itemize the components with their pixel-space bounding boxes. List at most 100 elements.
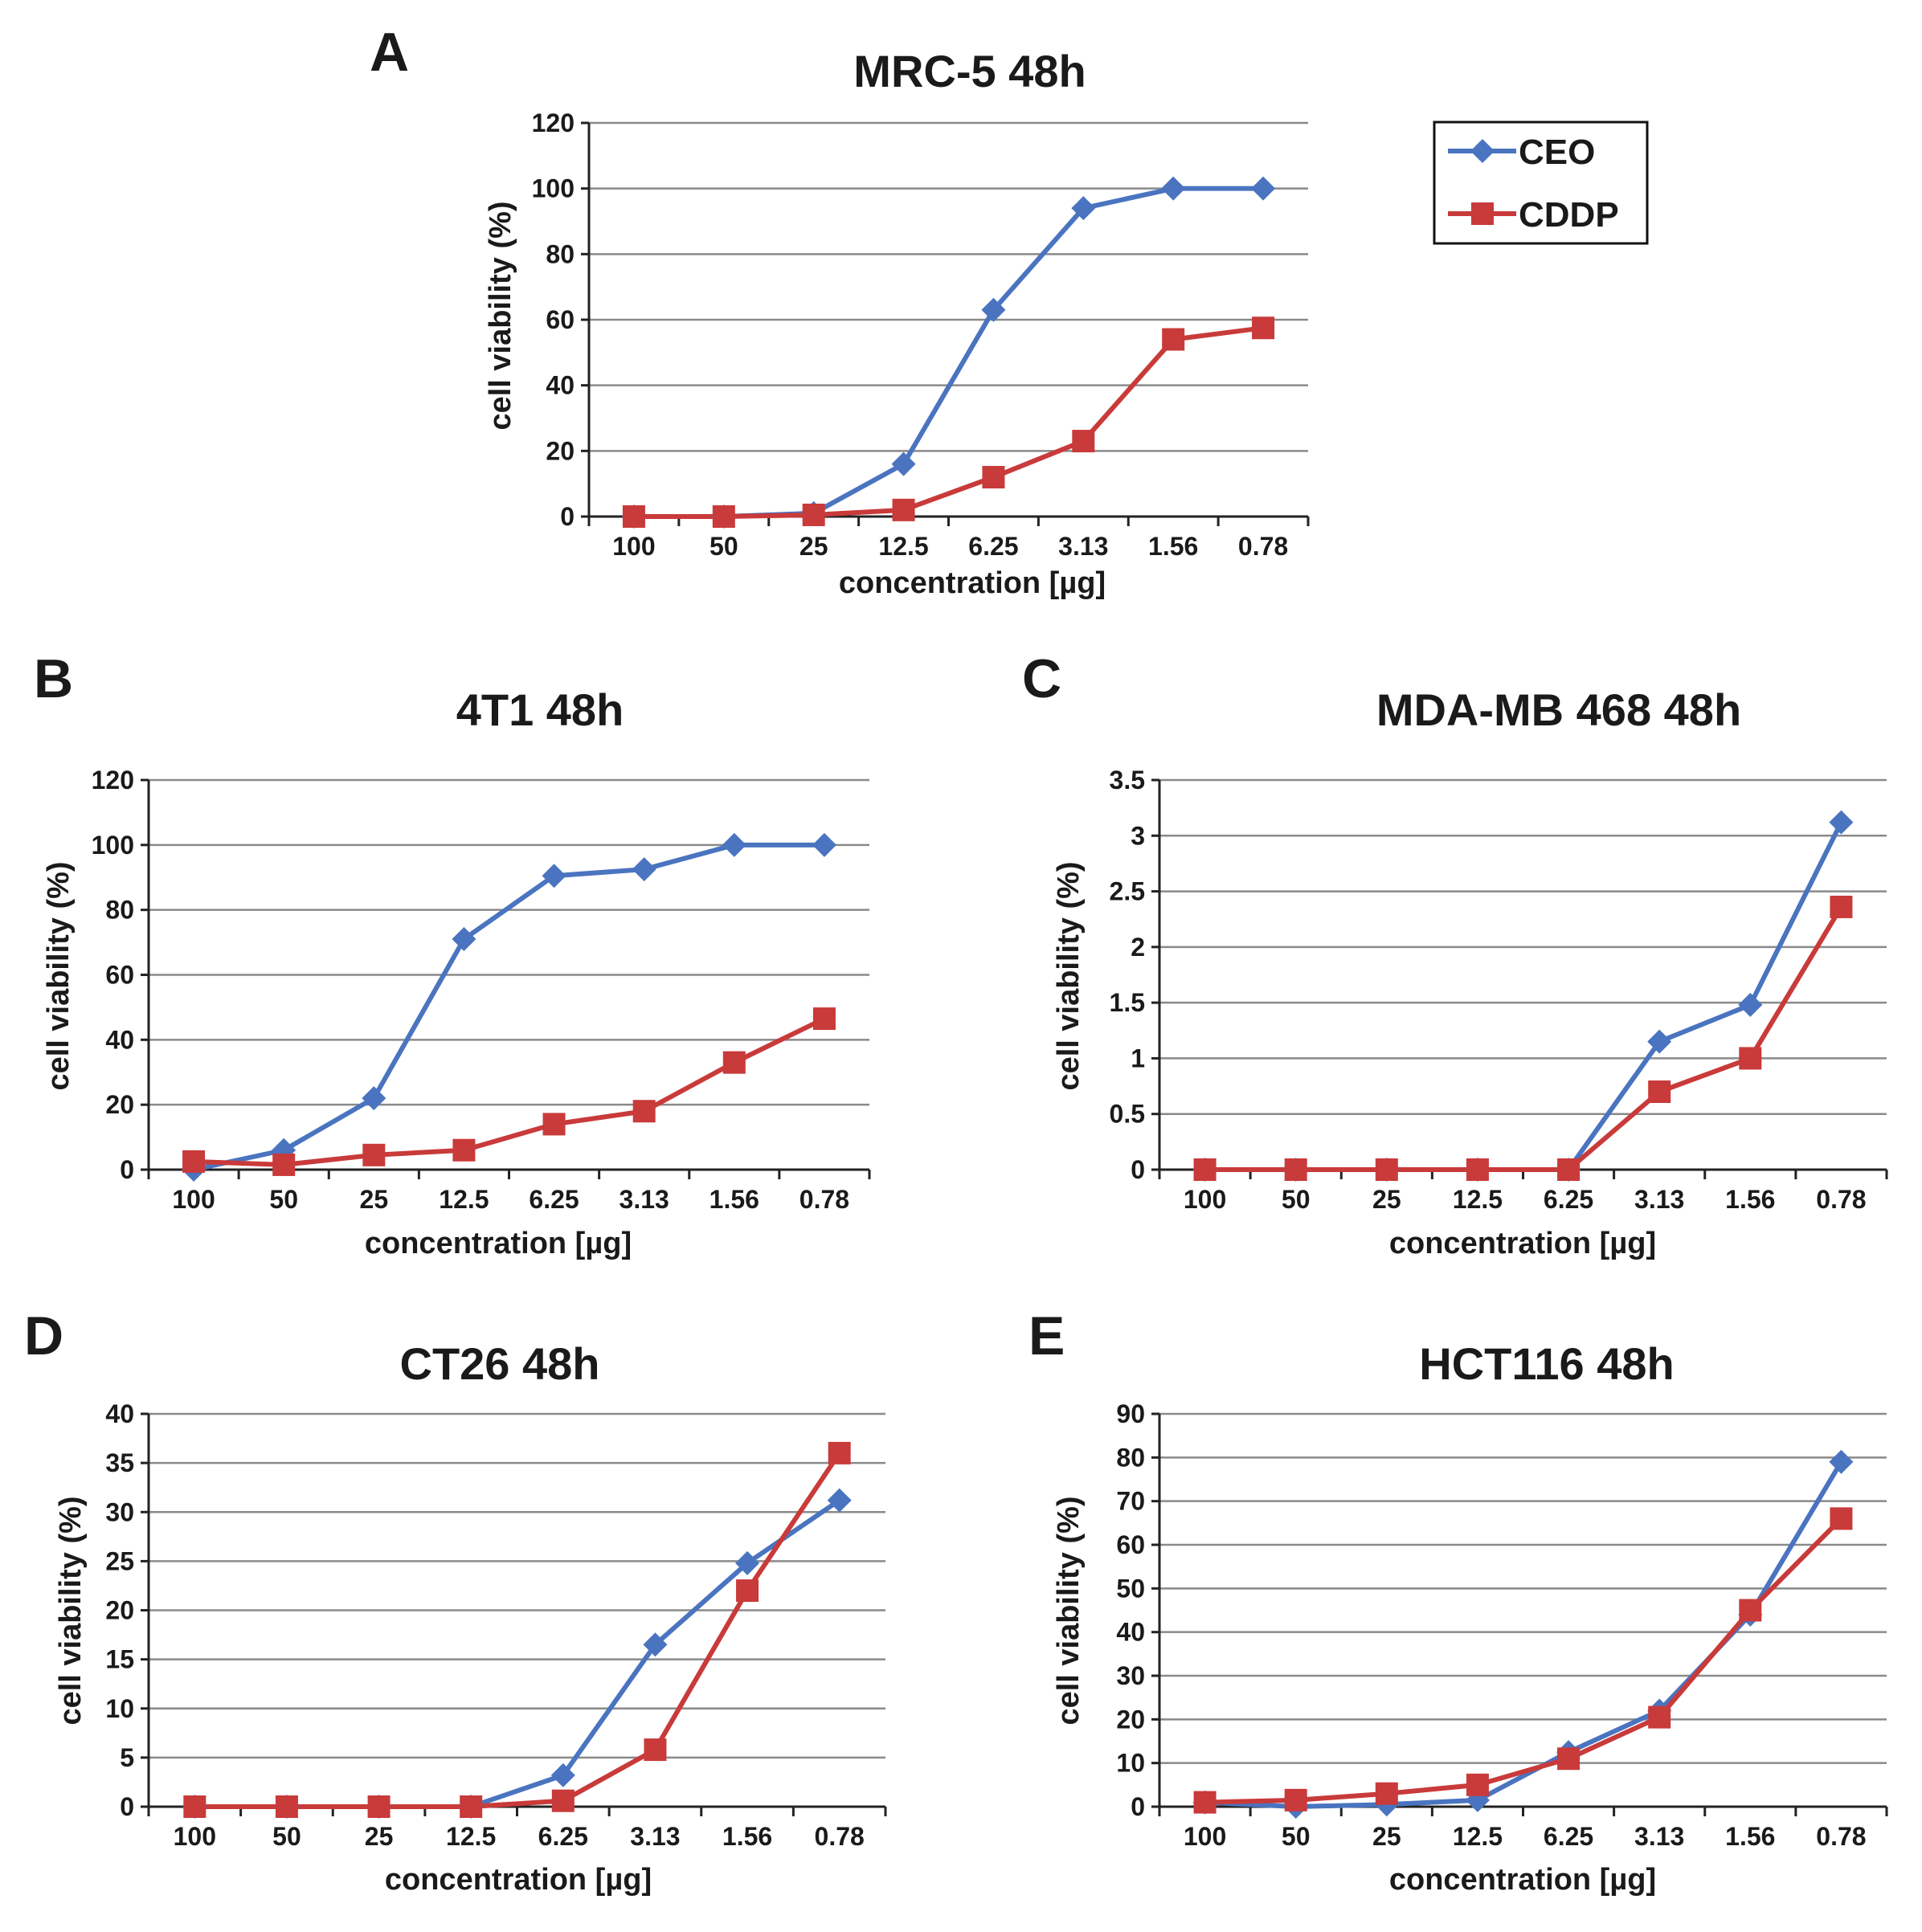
marker-ceo-b bbox=[542, 864, 566, 888]
marker-ceo-b bbox=[812, 832, 836, 857]
y-tick-label-d: 5 bbox=[120, 1743, 134, 1772]
series-line-cddp-e bbox=[1204, 1517, 1843, 1805]
x-tick-label-a: 3.13 bbox=[1058, 532, 1108, 561]
y-axis-label-b: cell viability (%) bbox=[42, 861, 76, 1090]
x-tick-label-c: 100 bbox=[1184, 1185, 1226, 1214]
x-axis-label-e: concentration [µg] bbox=[1389, 1863, 1656, 1897]
marker-ceo-c bbox=[1829, 810, 1854, 835]
x-tick-label-e: 3.13 bbox=[1634, 1822, 1684, 1851]
marker-cddp-b bbox=[722, 1051, 746, 1074]
marker-ceo-a bbox=[981, 297, 1006, 322]
marker-ceo-b bbox=[362, 1086, 386, 1111]
plot-e: 0 10 20 30 40 50 60 70 80 90 100 50 25 12.5 6.25 3.13 1.… bbox=[1116, 1399, 1888, 1851]
y-tick-label-c: 1 bbox=[1131, 1044, 1145, 1072]
y-tick-label-b: 60 bbox=[105, 961, 134, 990]
marker-cddp-d bbox=[367, 1795, 391, 1818]
marker-cddp-c bbox=[1284, 1158, 1307, 1181]
y-tick-label-e: 50 bbox=[1116, 1574, 1145, 1603]
y-tick-label-a: 0 bbox=[560, 502, 575, 531]
legend-label-ceo: CEO bbox=[1519, 133, 1595, 172]
x-tick-label-c: 1.56 bbox=[1725, 1185, 1775, 1214]
marker-ceo-c bbox=[1738, 992, 1763, 1017]
marker-cddp-e bbox=[1648, 1705, 1671, 1729]
marker-cddp-d bbox=[183, 1795, 207, 1818]
x-tick-label-b: 3.13 bbox=[620, 1185, 669, 1214]
y-tick-label-b: 0 bbox=[120, 1155, 134, 1184]
panel-e: E HCT116 48h 0 10 20 30 40 50 60 70 80 90 100 50 25 1… bbox=[1028, 1305, 1888, 1897]
x-tick-label-e: 0.78 bbox=[1816, 1822, 1866, 1851]
marker-cddp-c bbox=[1557, 1158, 1581, 1181]
x-tick-label-a: 25 bbox=[799, 532, 828, 561]
x-tick-label-a: 1.56 bbox=[1148, 532, 1198, 561]
y-tick-label-b: 120 bbox=[92, 766, 134, 794]
y-tick-label-e: 90 bbox=[1116, 1399, 1145, 1428]
x-tick-label-d: 100 bbox=[174, 1822, 216, 1851]
y-tick-label-d: 0 bbox=[120, 1792, 134, 1821]
y-tick-label-c: 0 bbox=[1131, 1155, 1145, 1184]
x-tick-label-d: 1.56 bbox=[722, 1822, 772, 1851]
x-tick-label-c: 25 bbox=[1372, 1185, 1401, 1214]
marker-cddp-b bbox=[362, 1143, 386, 1166]
marker-cddp-e bbox=[1557, 1747, 1581, 1771]
x-tick-label-b: 50 bbox=[269, 1185, 298, 1214]
panel-d: D CT26 48h 0 5 10 15 20 25 30 35 40 100 50 25 12.5 6.… bbox=[24, 1305, 887, 1897]
y-tick-label-d: 25 bbox=[105, 1546, 134, 1575]
marker-cddp-b bbox=[632, 1100, 656, 1123]
x-tick-label-d: 50 bbox=[272, 1822, 301, 1851]
x-axis-label-b: concentration [µg] bbox=[365, 1227, 632, 1260]
series-line-ceo-b bbox=[193, 842, 824, 1172]
legend-label-cddp: CDDP bbox=[1519, 195, 1619, 235]
y-tick-label-c: 1.5 bbox=[1110, 988, 1145, 1017]
y-tick-label-c: 2 bbox=[1131, 933, 1145, 962]
marker-cddp-d bbox=[736, 1579, 759, 1603]
chart-title-a: MRC-5 48h bbox=[853, 46, 1086, 96]
marker-cddp-d bbox=[551, 1789, 575, 1812]
marker-cddp-a bbox=[712, 505, 735, 528]
marker-cddp-a bbox=[1162, 328, 1185, 351]
marker-ceo-a bbox=[1161, 176, 1186, 201]
marker-cddp-b bbox=[812, 1007, 836, 1031]
y-tick-label-e: 70 bbox=[1116, 1487, 1145, 1516]
plot-b: 0 20 40 60 80 100 120 100 50 25 12.5 6.25 3.13 1.56 0.… bbox=[92, 766, 871, 1214]
legend-marker-cddp bbox=[1471, 202, 1494, 225]
panel-letter-c: C bbox=[1022, 648, 1061, 709]
marker-cddp-c bbox=[1375, 1158, 1398, 1181]
chart-title-c: MDA-MB 468 48h bbox=[1376, 684, 1741, 735]
x-tick-label-c: 50 bbox=[1282, 1185, 1311, 1214]
marker-cddp-c bbox=[1739, 1047, 1762, 1070]
x-tick-label-b: 25 bbox=[360, 1185, 389, 1214]
marker-cddp-c bbox=[1466, 1158, 1489, 1181]
y-tick-label-d: 20 bbox=[105, 1596, 134, 1625]
panel-letter-d: D bbox=[24, 1305, 63, 1366]
marker-ceo-b bbox=[632, 857, 656, 882]
panel-letter-e: E bbox=[1028, 1305, 1065, 1366]
x-tick-label-e: 6.25 bbox=[1544, 1822, 1593, 1851]
y-tick-label-d: 15 bbox=[105, 1645, 134, 1674]
marker-ceo-c bbox=[1647, 1029, 1672, 1054]
marker-cddp-c bbox=[1648, 1080, 1671, 1103]
y-tick-label-a: 120 bbox=[532, 108, 575, 137]
y-tick-label-b: 80 bbox=[105, 896, 134, 925]
x-tick-label-d: 12.5 bbox=[446, 1822, 496, 1851]
panel-letter-b: B bbox=[34, 648, 73, 709]
legend: CEO CDDP bbox=[1433, 120, 1649, 245]
y-tick-label-a: 60 bbox=[546, 305, 575, 334]
marker-cddp-d bbox=[275, 1795, 298, 1818]
plot-a: 0 20 40 60 80 100 120 100 50 25 12.5 6.25 3.13 1.56 0.… bbox=[532, 108, 1310, 561]
marker-cddp-e bbox=[1830, 1507, 1853, 1530]
x-tick-label-c: 0.78 bbox=[1816, 1185, 1866, 1214]
y-tick-label-b: 40 bbox=[105, 1025, 134, 1054]
marker-cddp-b bbox=[452, 1138, 476, 1162]
marker-ceo-a bbox=[1071, 196, 1096, 221]
x-tick-label-b: 6.25 bbox=[529, 1185, 579, 1214]
x-tick-label-a: 50 bbox=[710, 532, 738, 561]
plot-c: 0 0.5 1 1.5 2 2.5 3 3.5 100 50 25 12.5 6.25 3.13 1.56 0… bbox=[1110, 766, 1888, 1214]
panel-letter-a: A bbox=[370, 22, 409, 83]
y-axis-label-c: cell viability (%) bbox=[1052, 861, 1086, 1090]
y-tick-label-e: 80 bbox=[1116, 1443, 1145, 1472]
y-tick-label-a: 80 bbox=[546, 239, 575, 268]
marker-cddp-e bbox=[1739, 1599, 1762, 1622]
y-tick-label-b: 100 bbox=[92, 831, 134, 860]
marker-cddp-a bbox=[622, 505, 645, 528]
